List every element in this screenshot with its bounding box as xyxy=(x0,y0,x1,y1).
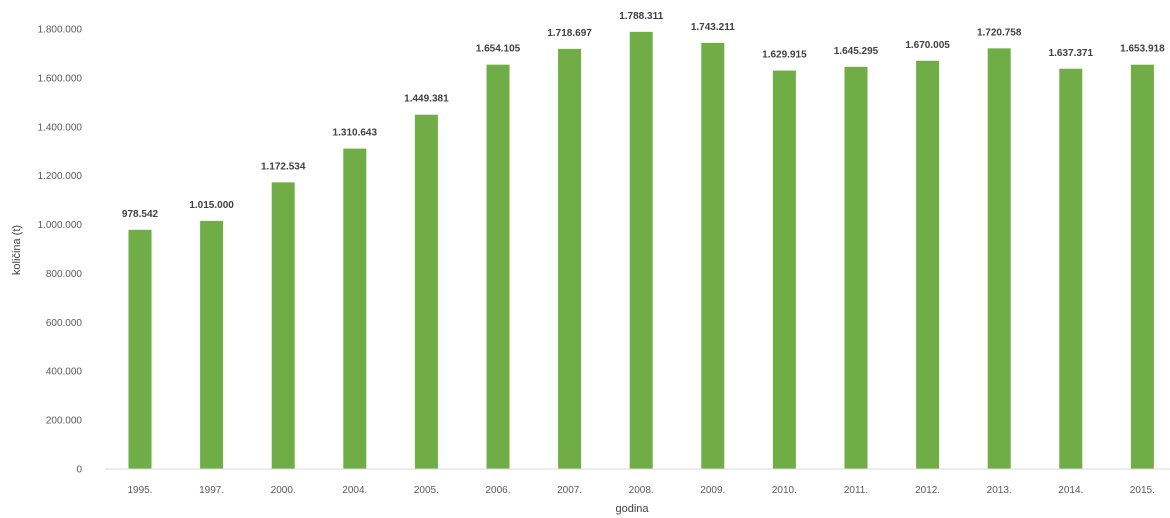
y-tick-label: 200.000 xyxy=(46,416,83,427)
bar xyxy=(701,42,725,470)
y-axis-ticks: 0 200.000 400.000 600.000 800.000 1.000.000 1.… xyxy=(38,25,83,476)
bar xyxy=(558,48,582,470)
y-tick-label: 0 xyxy=(76,465,82,476)
y-tick-label: 800.000 xyxy=(46,269,83,280)
y-tick-label: 1.800.000 xyxy=(38,25,83,36)
x-tick-label: 2005. xyxy=(414,485,439,496)
bar xyxy=(271,182,295,469)
bar-value-label: 1.310.643 xyxy=(333,128,378,139)
bar-value-label: 1.788.311 xyxy=(619,11,663,22)
bar-value-label: 1.449.381 xyxy=(404,94,449,105)
bar-value-label: 1.654.105 xyxy=(476,44,521,55)
bar-value-label: 1.629.915 xyxy=(762,50,807,61)
y-axis-title: količina (t) xyxy=(11,225,23,275)
bar xyxy=(844,66,868,470)
bar-value-label: 1.645.295 xyxy=(834,46,879,57)
y-tick-label: 1.400.000 xyxy=(38,122,83,133)
x-tick-label: 2013. xyxy=(987,485,1012,496)
y-tick-label: 400.000 xyxy=(46,367,83,378)
bars xyxy=(128,31,1154,470)
bar xyxy=(772,70,796,470)
bar-value-label: 1.637.371 xyxy=(1049,48,1094,59)
bar-value-label: 1.743.211 xyxy=(691,22,735,33)
y-tick-label: 1.000.000 xyxy=(38,220,83,231)
bar xyxy=(414,114,438,470)
bar xyxy=(128,229,152,469)
bar xyxy=(629,31,653,470)
x-tick-label: 2008. xyxy=(629,485,654,496)
bar-value-label: 978.542 xyxy=(122,209,159,220)
x-tick-label: 2012. xyxy=(915,485,940,496)
bar-value-label: 1.653.918 xyxy=(1120,44,1165,55)
x-tick-label: 2011. xyxy=(844,485,868,496)
bar-value-label: 1.015.000 xyxy=(189,200,234,211)
x-axis-ticks: 1995. 1997. 2000. 2004. 2005. 2006. 2007. 2008.… xyxy=(127,485,1154,496)
x-tick-label: 1995. xyxy=(127,485,152,496)
y-tick-label: 1.600.000 xyxy=(38,73,83,84)
bar xyxy=(1130,64,1154,470)
bar xyxy=(343,148,367,469)
x-tick-label: 2009. xyxy=(700,485,725,496)
x-tick-label: 2007. xyxy=(557,485,582,496)
x-tick-label: 1997. xyxy=(199,485,224,496)
x-tick-label: 2006. xyxy=(485,485,510,496)
x-tick-label: 2010. xyxy=(772,485,797,496)
bar-value-label: 1.172.534 xyxy=(261,161,306,172)
y-tick-label: 1.200.000 xyxy=(38,171,83,182)
bar xyxy=(916,60,940,470)
bar-value-label: 1.718.697 xyxy=(547,28,592,39)
bar xyxy=(200,220,224,469)
x-axis-title: godina xyxy=(615,503,649,515)
bar-value-label: 1.720.758 xyxy=(977,27,1022,38)
bar xyxy=(1059,68,1083,469)
bar xyxy=(987,48,1011,469)
y-tick-label: 600.000 xyxy=(46,318,83,329)
x-tick-label: 2015. xyxy=(1130,485,1155,496)
bar-value-label: 1.670.005 xyxy=(905,40,950,51)
data-labels: 978.542 1.015.000 1.172.534 1.310.643 1.449.… xyxy=(122,11,1165,220)
bar xyxy=(486,64,510,470)
x-tick-label: 2000. xyxy=(271,485,296,496)
x-tick-label: 2014. xyxy=(1058,485,1083,496)
x-tick-label: 2004. xyxy=(342,485,367,496)
